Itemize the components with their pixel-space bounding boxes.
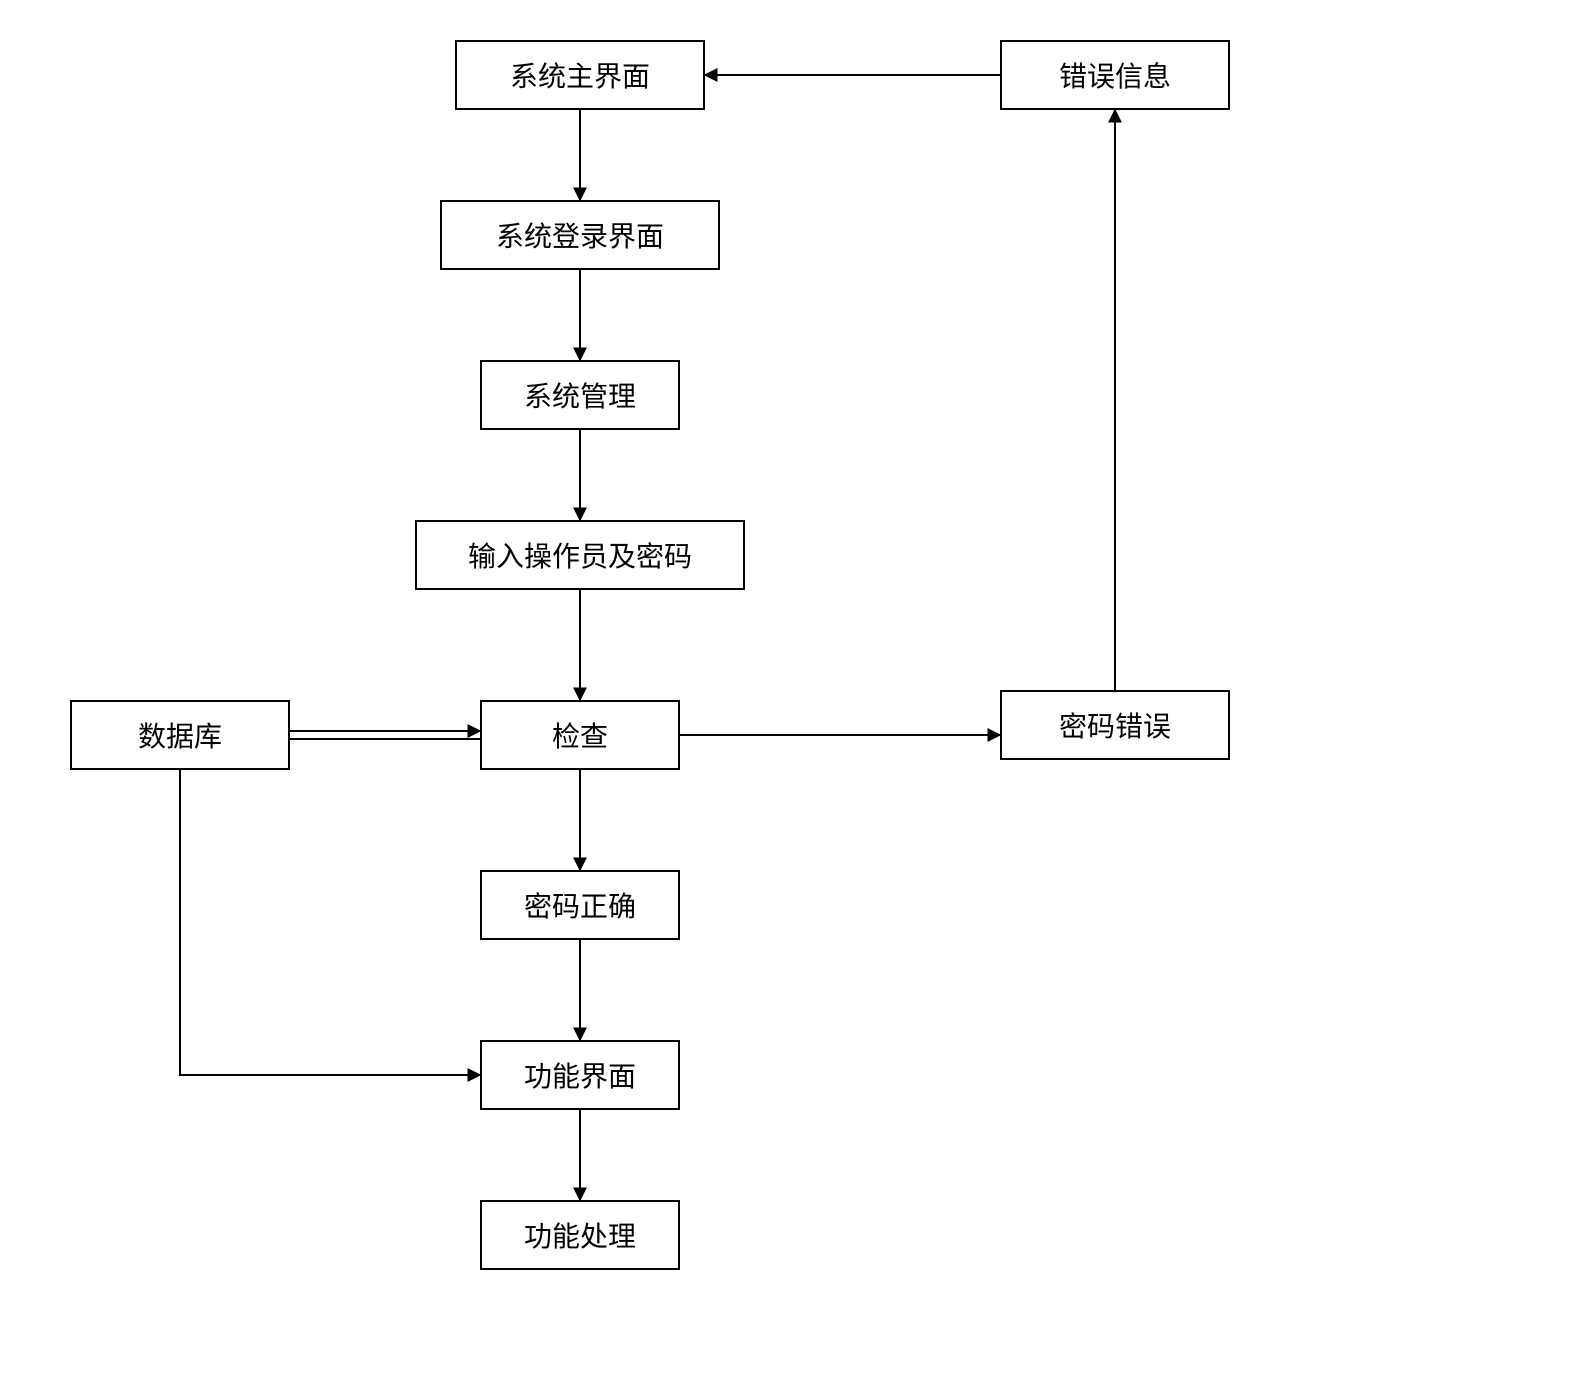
edges-layer — [0, 0, 1594, 1374]
node-process: 功能处理 — [480, 1200, 680, 1270]
node-label: 错误信息 — [1059, 55, 1171, 95]
node-label: 系统管理 — [524, 375, 636, 415]
node-main: 系统主界面 — [455, 40, 705, 110]
node-label: 密码正确 — [524, 885, 636, 925]
node-label: 密码错误 — [1059, 705, 1171, 745]
node-login: 系统登录界面 — [440, 200, 720, 270]
node-label: 检查 — [552, 715, 608, 755]
node-input: 输入操作员及密码 — [415, 520, 745, 590]
node-sysmgmt: 系统管理 — [480, 360, 680, 430]
node-correct: 密码正确 — [480, 870, 680, 940]
node-label: 输入操作员及密码 — [468, 535, 692, 575]
node-pwdwrong: 密码错误 — [1000, 690, 1230, 760]
node-label: 系统登录界面 — [496, 215, 664, 255]
node-db: 数据库 — [70, 700, 290, 770]
node-label: 功能界面 — [524, 1055, 636, 1095]
node-check: 检查 — [480, 700, 680, 770]
node-label: 系统主界面 — [510, 55, 650, 95]
node-errorinfo: 错误信息 — [1000, 40, 1230, 110]
node-label: 功能处理 — [524, 1215, 636, 1255]
node-funcui: 功能界面 — [480, 1040, 680, 1110]
flowchart-canvas: 系统主界面系统登录界面系统管理输入操作员及密码检查密码正确功能界面功能处理 数据库… — [0, 0, 1594, 1374]
node-label: 数据库 — [138, 715, 222, 755]
edge-db-funcui — [180, 770, 480, 1075]
